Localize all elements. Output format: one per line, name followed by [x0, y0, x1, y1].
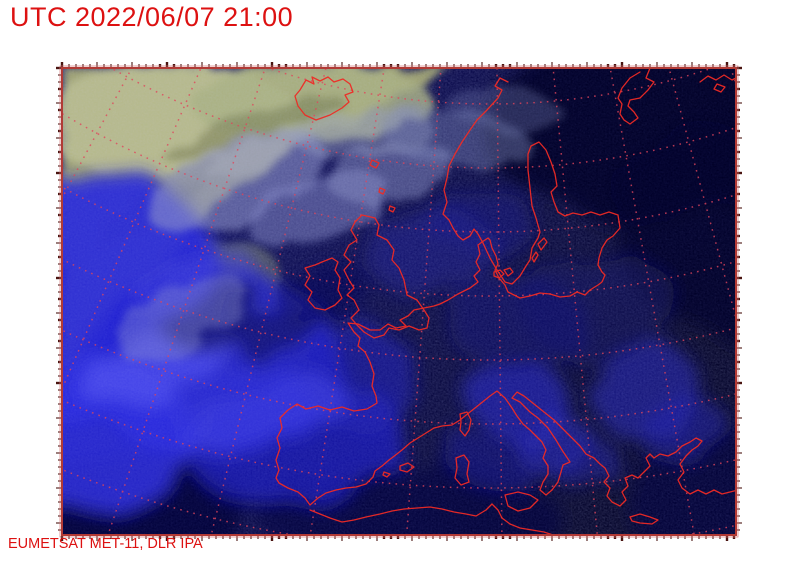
coast-corsica [459, 411, 472, 437]
coast-mainland-europe [275, 77, 736, 507]
coast-kola [699, 74, 736, 83]
map-frame [56, 62, 742, 541]
coast-north-africa [309, 503, 556, 535]
coast-ireland [304, 257, 343, 311]
coast-iceland [294, 76, 354, 121]
satellite-map [56, 62, 742, 541]
coast-sardinia [454, 454, 470, 486]
coast-white-sea [617, 68, 655, 125]
credit-label: EUMETSAT MET-11, DLR IPA [8, 536, 203, 552]
coast-crete [629, 513, 659, 525]
tick-marks [56, 62, 742, 541]
coast-great-britain [343, 214, 430, 339]
map-border [61, 67, 737, 536]
coast-sicily [504, 491, 539, 512]
page-title: UTC 2022/06/07 21:00 [10, 2, 294, 32]
coastline-layer [275, 68, 736, 535]
